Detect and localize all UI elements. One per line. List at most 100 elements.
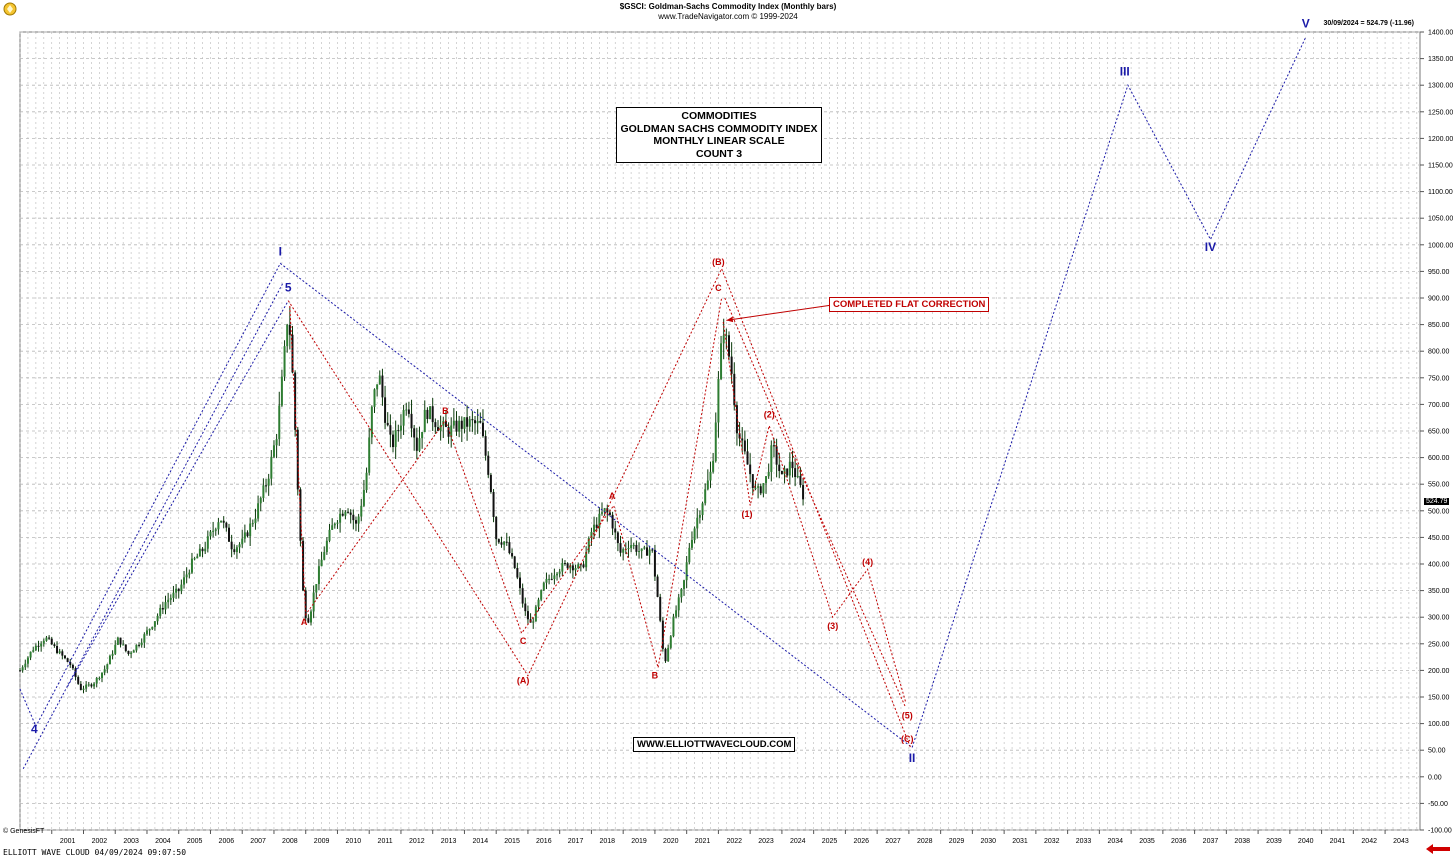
candle-body [722,335,725,344]
wave-label: B [652,670,659,680]
candle-body [492,491,495,517]
candle-body [280,376,283,406]
candle-body [347,511,350,513]
website-label: WWW.ELLIOTTWAVECLOUD.COM [633,737,796,752]
candle-body [500,542,503,545]
candle-body [315,584,318,593]
x-tick-label: 2008 [282,838,298,845]
candle-body [122,644,125,646]
candle-body [775,446,778,465]
wave-label: III [1120,65,1130,79]
candle-body [82,688,85,690]
y-tick-label: 1150.00 [1428,163,1453,170]
candle-body [392,434,395,448]
candle-body [333,523,336,526]
candle-body [460,420,463,429]
candle-body [79,683,82,690]
y-tick-label: 100.00 [1428,721,1450,728]
candle-body [778,464,781,472]
candle-body [24,663,27,668]
x-tick-label: 2012 [409,838,425,845]
y-tick-label: 900.00 [1428,296,1450,303]
candle-body [421,432,424,439]
candle-body [45,637,48,641]
candle-body [161,607,164,610]
candle-body [664,648,667,662]
candle-body [622,549,625,553]
wave-line-red_sub_wave [289,297,723,668]
candle-body [87,684,90,686]
candle-body [304,590,307,619]
candle-body [585,551,588,568]
candle-body [302,540,305,591]
candle-body [542,582,545,591]
x-tick-label: 2015 [504,838,520,845]
chart-title: $GSCI: Goldman-Sachs Commodity Index (Mo… [619,2,837,11]
candle-body [619,543,622,553]
candle-body [307,618,310,623]
candle-body [765,476,768,484]
candle-body [786,468,789,476]
y-tick-label: 500.00 [1428,508,1450,515]
x-tick-label: 2029 [949,838,965,845]
candle-body [254,518,257,524]
candle-body [32,650,35,652]
x-tick-label: 2021 [695,838,711,845]
candle-body [164,602,167,610]
wave-label: II [909,751,916,765]
wave-label: IV [1205,240,1216,254]
x-tick-label: 2003 [123,838,139,845]
wave-label: (5) [902,710,913,720]
candle-body [61,651,64,656]
candle-body [503,541,506,545]
candle-body [762,483,765,494]
candle-body [130,652,133,654]
x-tick-label: 2009 [314,838,330,845]
candle-body [672,616,675,637]
candle-body [725,335,728,337]
candle-body [119,637,122,645]
candle-body [275,439,278,446]
candle-body [167,599,170,603]
y-tick-label: 450.00 [1428,535,1450,542]
candle-body [601,512,604,514]
candle-body [561,563,564,572]
candle-body [378,375,381,385]
candle-body [436,427,439,431]
wave-label: V [1302,17,1310,31]
candle-body [132,650,135,653]
candle-body [29,651,32,658]
candle-body [569,565,572,569]
candle-body [227,527,230,542]
candle-body [90,684,93,687]
candle-body [37,645,40,647]
wave-lines [19,37,1307,770]
x-tick-label: 2040 [1298,838,1314,845]
candle-body [767,471,770,477]
candle-body [550,578,553,580]
candle-body [328,529,331,541]
candle-body [511,553,514,557]
y-tick-label: 800.00 [1428,349,1450,356]
wave-label: (4) [862,557,873,567]
candle-body [402,410,405,426]
candle-body [251,523,254,525]
candle-body [532,621,535,623]
candle-body [381,375,384,398]
footer-text: ELLIOTT WAVE CLOUD 04/09/2024 09:07:50 [3,848,187,857]
x-tick-label: 2004 [155,838,171,845]
wave-labels: I54IIIIIIVVABC(A)AB(B)C(1)(2)(3)(4)(5)(C… [31,17,1310,765]
candle-body [526,611,529,620]
candle-body [283,346,286,377]
scroll-right-arrow-icon[interactable] [1425,843,1451,855]
wave-line-blue_channel_lower [22,281,284,770]
candle-body [196,556,199,559]
wave-label: C [715,283,722,293]
candle-body [653,549,656,577]
candle-body [497,539,500,543]
candle-body [516,568,519,578]
candle-body [177,588,180,592]
candle-body [799,475,802,486]
candle-body [325,540,328,553]
